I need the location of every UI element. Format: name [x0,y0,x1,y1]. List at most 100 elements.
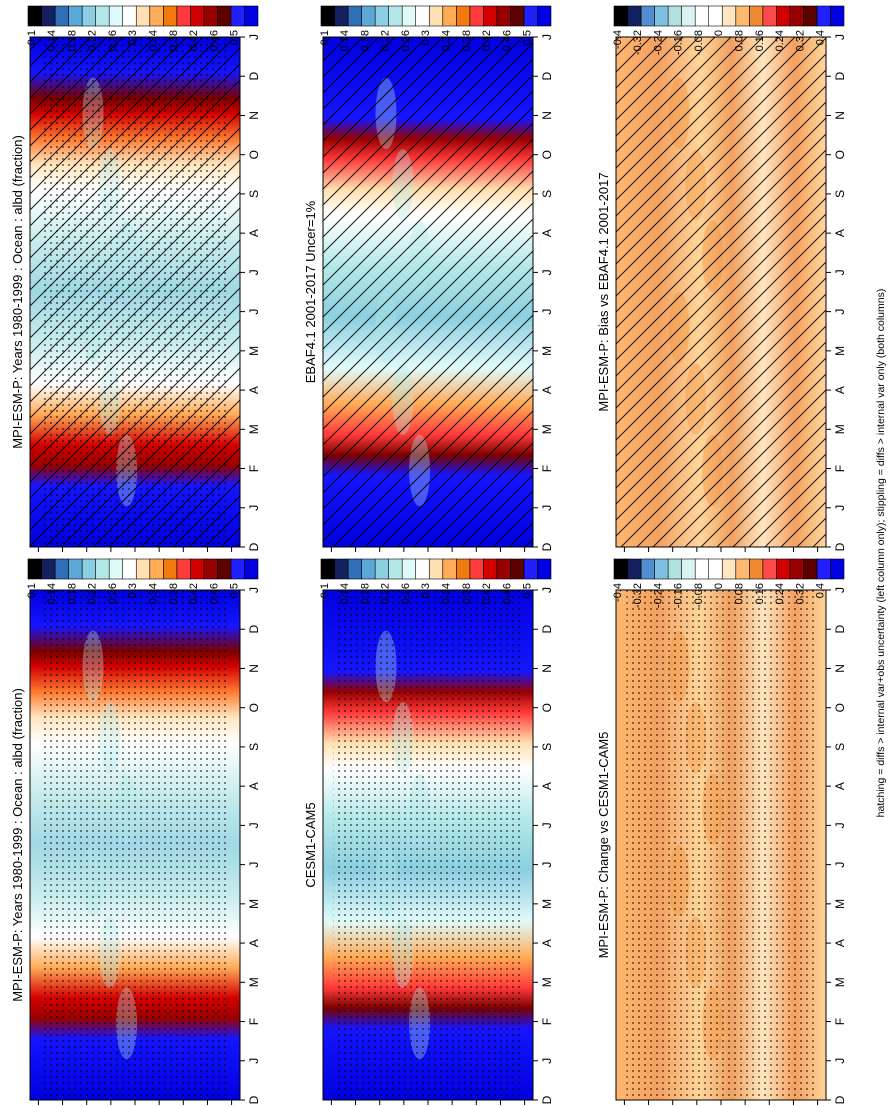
colorbar-swatch [537,5,552,27]
panel-title: MPI-ESM-P: Years 1980-1999 : Ocean : alb… [10,688,25,1002]
colorbar-label: 0.24 [774,583,786,604]
colorbar-label: 0.1 [319,30,331,45]
stippling-overlay [626,590,816,1100]
month-tick-label: S [540,743,554,751]
month-tick-label: A [540,229,554,237]
colorbar-swatch [496,558,511,580]
colorbar-label: 0.26 [400,30,412,51]
month-tick-label: J [540,822,554,828]
colorbar-label: -0.4 [612,30,624,49]
month-tick-label: A [247,939,261,947]
month-tick-label: N [247,664,261,673]
colorbar-label: 0.22 [87,583,99,604]
colorbar-swatch [415,558,430,580]
stippling-overlay [333,590,523,1100]
panel-title: EBAF4.1 2001-2017 Uncer=1% [303,200,318,383]
month-tick-label: J [833,862,847,868]
month-tick-label: J [540,1058,554,1064]
month-tick-label: M [247,424,261,434]
colorbar: 0.5 0.46 0.42 0.38 0.34 0.3 0.26 0.22 0.18 0.14 0.… [319,558,552,604]
colorbar-swatch [374,558,389,580]
panel-5: MPI-ESM-P: Bias vs EBAF4.1 2001-20178060… [596,5,847,572]
colorbar-label: 0.3 [420,30,432,45]
colorbar-swatch [162,558,178,580]
colorbar-swatch [776,5,791,27]
stippling-overlay [40,590,230,1100]
colorbar-swatch [122,5,137,27]
month-tick-label: A [540,386,554,394]
colorbar: 0.4 0.32 0.24 0.16 0.08 0 -0.08 -0.16 -0.24 -0.32… [612,558,845,608]
colorbar-swatch [654,5,669,27]
month-tick-label: D [833,625,847,634]
colorbar-swatch [654,558,669,580]
month-tick-label: D [247,542,261,551]
month-tick-label: S [833,743,847,751]
colorbar-swatch [108,5,124,27]
colorbar-swatch [613,558,628,580]
colorbar-swatch [667,5,682,27]
colorbar-label: 0.3 [127,30,139,45]
colorbar-label: 0.18 [66,583,78,604]
colorbar-label: 0.22 [87,30,99,51]
colorbar-swatch [627,5,642,27]
month-tick-label: F [540,465,554,472]
colorbar-swatch [203,558,218,580]
colorbar-swatch [401,5,417,27]
figure-footer: hatching = diffs > internal var+obs unce… [875,289,887,818]
colorbar-label: 0.22 [380,583,392,604]
hatching-overlay [616,37,826,547]
colorbar-swatch [320,5,335,27]
colorbar-swatch [347,5,362,27]
colorbar-swatch [469,558,484,580]
colorbar-swatch [135,5,151,27]
colorbar-label: 0.38 [168,583,180,604]
colorbar-label: 0.3 [420,583,432,598]
colorbar-swatch [510,558,525,580]
month-tick-label: M [540,346,554,356]
colorbar-swatch [830,558,845,580]
colorbar-label: 0.14 [339,30,351,51]
month-tick-label: D [540,542,554,551]
colorbar-swatch [667,558,682,580]
month-tick-label: S [540,190,554,198]
month-tick-label: N [833,664,847,673]
colorbar-swatch [176,5,191,27]
month-tick-label: F [833,465,847,472]
colorbar-swatch [428,5,444,27]
colorbar-swatch [81,558,96,580]
panel-title: MPI-ESM-P: Bias vs EBAF4.1 2001-2017 [596,172,611,411]
month-tick-label: M [833,424,847,434]
colorbar-swatch [122,558,137,580]
month-tick-label: J [247,1058,261,1064]
colorbar-label: -0.16 [673,583,685,608]
colorbar-label: 0.08 [734,583,746,604]
colorbar-swatch [54,5,69,27]
colorbar-swatch [54,558,69,580]
colorbar-swatch [694,558,710,580]
colorbar-swatch [428,558,444,580]
colorbar-swatch [361,558,376,580]
month-tick-label: A [540,782,554,790]
colorbar-label: 0.08 [734,30,746,51]
month-tick-label: N [540,664,554,673]
month-tick-label: A [247,229,261,237]
colorbar-label: 0.42 [188,583,200,604]
colorbar-swatch [748,5,764,27]
colorbar-swatch [442,558,457,580]
colorbar-label: 0.32 [794,30,806,51]
month-tick-label: J [540,587,554,593]
month-tick-label: M [247,899,261,909]
month-tick-label: M [540,899,554,909]
colorbar-swatch [762,5,777,27]
colorbar-swatch [388,558,403,580]
colorbar-swatch [708,558,723,580]
colorbar-label: 0.46 [501,583,513,604]
colorbar-label: 0.38 [461,583,473,604]
colorbar-swatch [803,558,818,580]
colorbar-swatch [108,558,124,580]
month-tick-label: F [833,1018,847,1025]
month-tick-label: J [833,1058,847,1064]
month-tick-label: N [247,111,261,120]
colorbar-label: 0.5 [522,583,534,598]
month-tick-label: M [833,977,847,987]
